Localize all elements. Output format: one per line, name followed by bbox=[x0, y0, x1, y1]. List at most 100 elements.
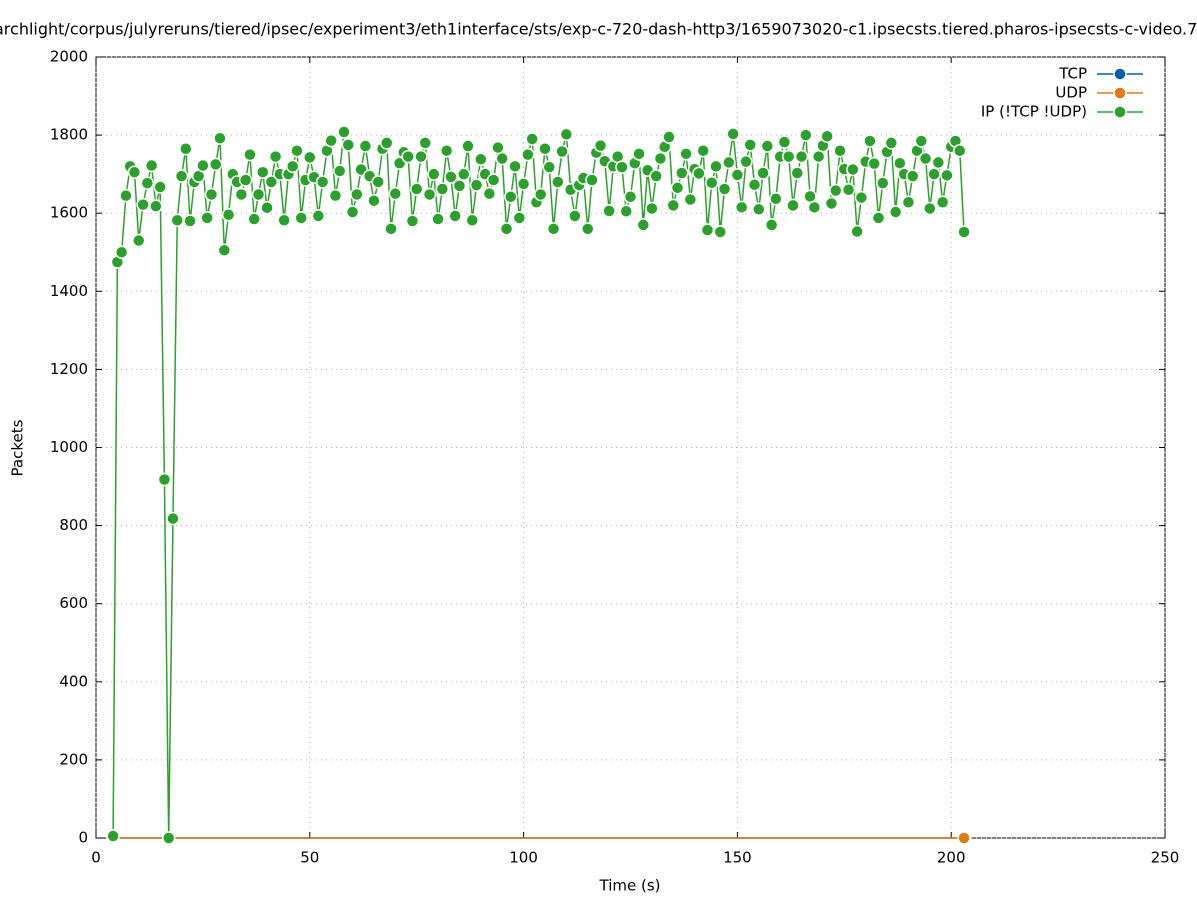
point bbox=[153, 180, 167, 194]
point bbox=[161, 831, 176, 845]
point bbox=[324, 133, 338, 148]
point bbox=[717, 182, 732, 196]
point bbox=[666, 198, 681, 213]
point bbox=[512, 211, 527, 225]
point bbox=[931, 155, 946, 170]
y-tick-label: 2000 bbox=[50, 48, 88, 66]
point bbox=[888, 205, 903, 219]
point bbox=[615, 160, 629, 174]
point bbox=[367, 193, 381, 208]
point bbox=[114, 245, 129, 259]
point bbox=[290, 143, 304, 158]
point bbox=[546, 222, 561, 236]
point bbox=[174, 169, 189, 183]
point bbox=[499, 222, 514, 236]
point bbox=[469, 178, 484, 192]
legend-marker bbox=[1113, 86, 1127, 100]
point bbox=[409, 182, 424, 196]
point bbox=[221, 208, 236, 222]
point bbox=[521, 147, 535, 162]
point bbox=[752, 202, 766, 217]
point bbox=[675, 166, 689, 180]
point bbox=[525, 132, 539, 146]
point bbox=[183, 214, 197, 228]
point bbox=[285, 159, 300, 174]
point bbox=[294, 211, 308, 225]
point bbox=[204, 187, 219, 202]
point bbox=[350, 187, 364, 202]
point bbox=[200, 211, 214, 225]
point bbox=[683, 192, 698, 207]
point bbox=[696, 143, 710, 158]
point bbox=[739, 154, 753, 169]
point bbox=[136, 197, 150, 212]
point bbox=[704, 175, 719, 190]
y-tick-label: 1200 bbox=[50, 360, 88, 378]
point bbox=[593, 138, 608, 153]
point bbox=[140, 176, 155, 190]
point bbox=[405, 214, 420, 228]
legend-marker bbox=[1113, 105, 1127, 119]
point bbox=[251, 187, 266, 202]
point bbox=[439, 143, 454, 158]
point bbox=[482, 186, 497, 201]
point bbox=[448, 209, 462, 223]
point bbox=[764, 218, 779, 232]
point bbox=[208, 157, 223, 172]
y-tick-label: 1000 bbox=[50, 438, 88, 456]
point bbox=[799, 128, 813, 142]
point bbox=[580, 222, 595, 236]
point bbox=[106, 829, 120, 843]
point bbox=[619, 204, 633, 218]
point bbox=[551, 175, 565, 189]
point bbox=[213, 131, 227, 145]
point bbox=[786, 198, 800, 213]
point bbox=[256, 165, 270, 179]
point bbox=[790, 166, 805, 180]
point bbox=[884, 136, 899, 150]
point bbox=[568, 209, 582, 223]
point bbox=[923, 201, 937, 216]
point bbox=[824, 196, 839, 211]
y-tick-label: 600 bbox=[59, 594, 88, 612]
point bbox=[504, 190, 518, 204]
point bbox=[132, 233, 146, 248]
point bbox=[486, 173, 501, 187]
point bbox=[585, 173, 599, 187]
point bbox=[474, 152, 488, 167]
point bbox=[918, 151, 933, 166]
point bbox=[833, 143, 847, 158]
point bbox=[461, 139, 475, 153]
point bbox=[730, 168, 745, 182]
point bbox=[264, 175, 279, 189]
point bbox=[345, 205, 360, 219]
point bbox=[846, 162, 860, 177]
point bbox=[452, 179, 467, 193]
x-tick-label: 200 bbox=[937, 849, 966, 867]
point bbox=[332, 164, 347, 178]
point bbox=[953, 143, 967, 158]
point bbox=[260, 200, 274, 215]
point bbox=[559, 127, 574, 142]
point bbox=[144, 158, 159, 173]
point bbox=[692, 166, 706, 181]
point bbox=[957, 831, 971, 845]
point bbox=[303, 150, 317, 165]
point bbox=[756, 166, 770, 180]
point bbox=[734, 200, 749, 215]
point bbox=[179, 142, 193, 156]
point bbox=[337, 125, 351, 139]
point bbox=[760, 139, 775, 153]
y-axis-label: Packets bbox=[9, 419, 27, 476]
point bbox=[901, 195, 916, 210]
point bbox=[820, 129, 834, 144]
point bbox=[940, 168, 954, 183]
x-tick-label: 100 bbox=[509, 849, 538, 867]
point bbox=[632, 147, 646, 161]
point bbox=[905, 169, 920, 183]
point bbox=[456, 167, 471, 181]
y-tick-label: 400 bbox=[59, 672, 88, 690]
point bbox=[268, 149, 283, 164]
point bbox=[444, 170, 458, 184]
